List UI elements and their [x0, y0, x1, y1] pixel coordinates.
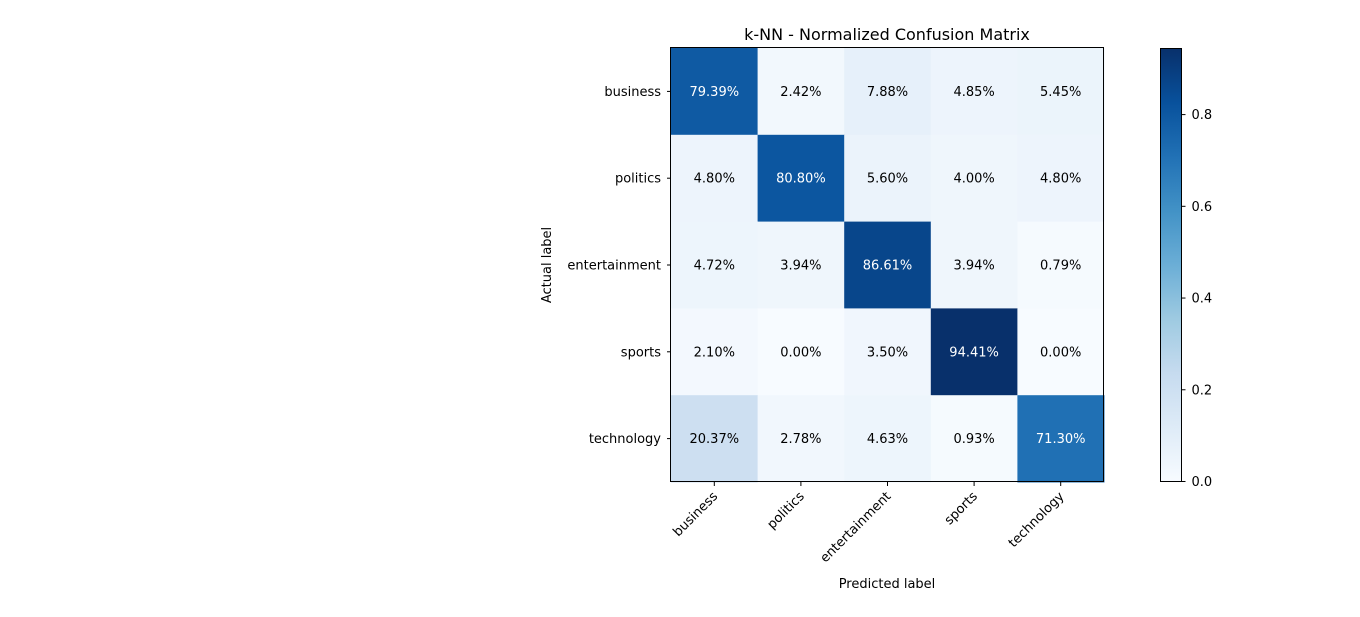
- cell-value-label: 0.00%: [780, 345, 821, 360]
- x-axis-ticks: business politics entertainment sports techn…: [670, 482, 1067, 566]
- cell-value-label: 5.45%: [1040, 85, 1081, 100]
- y-axis-ticks: business politics entertainment sports techn…: [567, 85, 671, 447]
- chart-title: k-NN - Normalized Confusion Matrix: [744, 25, 1030, 44]
- cell-value-label: 0.93%: [953, 432, 994, 447]
- cell-value-label: 4.80%: [1040, 172, 1081, 187]
- y-tick-label: sports: [621, 345, 661, 360]
- cell-value-label: 20.37%: [690, 432, 740, 447]
- cell-value-label: 7.88%: [867, 85, 908, 100]
- x-tick-label: politics: [765, 489, 808, 532]
- cell-value-label: 3.50%: [867, 345, 908, 360]
- cell-value-label: 71.30%: [1036, 432, 1086, 447]
- colorbar-tick-label: 0.6: [1192, 200, 1213, 215]
- y-axis-label: Actual label: [540, 227, 555, 303]
- y-tick-label: technology: [589, 432, 661, 447]
- x-tick-label: business: [670, 489, 721, 540]
- cell-value-label: 0.79%: [1040, 259, 1081, 274]
- cell-value-label: 4.85%: [953, 85, 994, 100]
- colorbar-ticks: 0.0 0.2 0.4 0.6 0.8: [1182, 108, 1213, 490]
- cell-value-label: 3.94%: [953, 259, 994, 274]
- cell-value-label: 2.42%: [780, 85, 821, 100]
- y-tick-label: politics: [615, 172, 661, 187]
- x-tick-label: entertainment: [818, 489, 895, 566]
- colorbar-tick-label: 0.0: [1192, 475, 1213, 490]
- cell-value-label: 2.10%: [694, 345, 735, 360]
- cell-value-label: 0.00%: [1040, 345, 1081, 360]
- cell-value-label: 79.39%: [690, 85, 740, 100]
- cell-value-label: 4.72%: [694, 259, 735, 274]
- cell-value-label: 3.94%: [780, 259, 821, 274]
- cell-value-label: 80.80%: [776, 172, 826, 187]
- colorbar: [1161, 49, 1182, 482]
- y-tick-label: entertainment: [567, 259, 661, 274]
- x-tick-label: technology: [1006, 489, 1068, 551]
- cell-value-label: 94.41%: [949, 345, 999, 360]
- cell-value-label: 4.80%: [694, 172, 735, 187]
- colorbar-tick-label: 0.2: [1192, 383, 1213, 398]
- colorbar-tick-label: 0.8: [1192, 108, 1213, 123]
- cell-value-label: 5.60%: [867, 172, 908, 187]
- y-tick-label: business: [604, 85, 661, 100]
- x-tick-label: sports: [942, 489, 981, 528]
- cell-value-label: 4.63%: [867, 432, 908, 447]
- x-axis-label: Predicted label: [839, 577, 936, 592]
- colorbar-tick-label: 0.4: [1192, 292, 1213, 307]
- cell-value-label: 4.00%: [953, 172, 994, 187]
- cell-value-label: 86.61%: [863, 259, 913, 274]
- cell-value-label: 2.78%: [780, 432, 821, 447]
